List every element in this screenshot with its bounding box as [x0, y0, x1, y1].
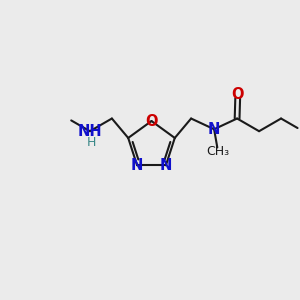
Text: N: N — [208, 122, 220, 137]
Text: O: O — [232, 86, 244, 101]
Text: H: H — [87, 136, 96, 149]
Text: CH₃: CH₃ — [206, 145, 229, 158]
Text: O: O — [145, 113, 158, 128]
Text: N: N — [160, 158, 172, 173]
Text: NH: NH — [78, 124, 102, 139]
Text: N: N — [131, 158, 143, 173]
